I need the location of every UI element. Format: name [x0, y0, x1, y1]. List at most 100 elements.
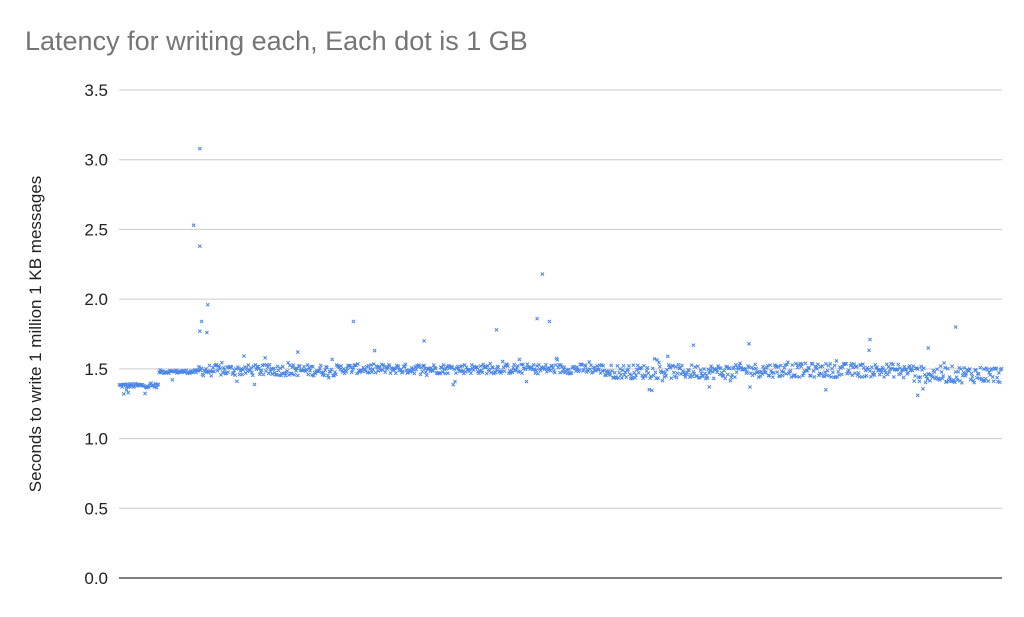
- data-point: [803, 361, 808, 366]
- data-point: [939, 370, 944, 374]
- data-point: [414, 367, 419, 372]
- data-point: [790, 363, 795, 368]
- data-point: [958, 366, 963, 371]
- data-point: [322, 373, 327, 378]
- data-point: [968, 377, 973, 382]
- data-point: [488, 361, 493, 366]
- data-point: [221, 365, 226, 370]
- data-point: [938, 364, 943, 369]
- data-point: [438, 371, 442, 376]
- data-point: [517, 357, 522, 362]
- data-point: [785, 362, 789, 367]
- data-point: [234, 379, 239, 384]
- data-point: [291, 363, 296, 368]
- data-point: [608, 373, 613, 378]
- data-point: [339, 364, 344, 368]
- data-point: [355, 362, 360, 366]
- data-point: [864, 373, 869, 378]
- data-point: [921, 366, 926, 371]
- data-point: [294, 368, 298, 373]
- data-point: [645, 365, 650, 370]
- data-point: [923, 380, 928, 385]
- data-point: [656, 376, 661, 381]
- data-point: [257, 372, 262, 377]
- data-point: [452, 367, 457, 372]
- data-point: [468, 371, 473, 376]
- data-point: [709, 366, 714, 371]
- data-point: [607, 370, 612, 375]
- data-point: [915, 367, 920, 372]
- data-point: [273, 372, 278, 377]
- data-point: [885, 372, 890, 377]
- data-point: [445, 371, 450, 376]
- data-point: [832, 363, 837, 368]
- data-point: [595, 364, 600, 368]
- data-point: [429, 365, 434, 370]
- data-point: [321, 370, 326, 375]
- data-point: [444, 366, 449, 371]
- data-point: [836, 369, 841, 374]
- data-point: [651, 373, 656, 378]
- data-point: [418, 372, 423, 377]
- data-point: [278, 366, 283, 371]
- data-point: [349, 370, 354, 375]
- data-point: [718, 366, 723, 371]
- data-point: [489, 370, 494, 375]
- data-point: [490, 365, 495, 370]
- data-point: [788, 368, 793, 373]
- data-point: [976, 372, 981, 376]
- data-point: [776, 364, 781, 369]
- data-point: [823, 370, 827, 375]
- data-point: [807, 365, 812, 370]
- data-point: [812, 374, 817, 379]
- data-point: [915, 393, 920, 398]
- data-point: [331, 373, 336, 378]
- data-point: [297, 364, 302, 369]
- y-tick-labels: 0.0 0.5 1.0 1.5 2.0 2.5 3.0 3.5: [84, 81, 108, 588]
- data-point: [514, 366, 519, 370]
- data-point: [974, 375, 979, 380]
- data-point: [615, 363, 620, 368]
- data-point: [822, 374, 827, 379]
- data-point: [618, 366, 623, 371]
- data-point: [991, 379, 996, 384]
- data-point: [370, 367, 375, 372]
- data-point: [650, 366, 655, 371]
- data-point: [942, 360, 947, 365]
- data-point: [543, 367, 548, 372]
- data-point: [843, 361, 848, 366]
- data-point: [800, 373, 805, 378]
- data-point: [270, 372, 275, 377]
- data-point: [926, 345, 931, 350]
- data-point: [930, 375, 935, 380]
- data-point: [308, 368, 313, 373]
- data-points: [117, 146, 1004, 398]
- data-point: [324, 365, 329, 370]
- data-point: [666, 362, 671, 367]
- data-point: [872, 373, 877, 377]
- data-point: [792, 373, 797, 378]
- data-point: [778, 363, 783, 368]
- data-point: [990, 374, 995, 379]
- data-point: [918, 375, 923, 380]
- data-point: [714, 367, 719, 372]
- data-point: [868, 337, 872, 342]
- data-point: [290, 365, 295, 370]
- data-point: [664, 374, 668, 378]
- data-point: [512, 362, 517, 367]
- data-point: [691, 343, 696, 348]
- data-point: [304, 367, 309, 372]
- data-point: [736, 366, 741, 371]
- data-point: [326, 375, 331, 380]
- data-point: [800, 362, 804, 366]
- data-point: [935, 367, 940, 372]
- data-point: [844, 361, 849, 366]
- data-point: [868, 369, 872, 374]
- data-point: [344, 369, 349, 374]
- data-point: [683, 375, 688, 380]
- data-point: [366, 363, 371, 368]
- data-point: [476, 371, 481, 376]
- data-point: [636, 370, 641, 375]
- data-point: [619, 372, 623, 377]
- data-point: [620, 368, 625, 373]
